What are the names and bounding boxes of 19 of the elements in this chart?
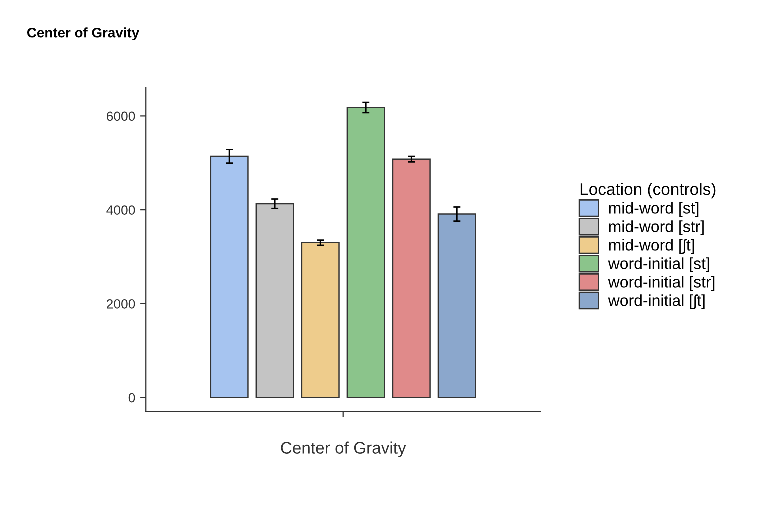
y-tick-label: 4000 (106, 206, 136, 215)
x-axis-title: Center of Gravity (281, 442, 406, 458)
y-tick-label: 6000 (107, 112, 136, 122)
chart-title: Center of Gravity (27, 28, 140, 41)
bar (392, 158, 431, 398)
legend-label: mid-word [st] (609, 202, 699, 218)
bar (256, 203, 294, 398)
legend-title: Location (controls) (580, 183, 716, 199)
bar (301, 242, 340, 398)
bar (210, 156, 249, 398)
legend-label: word-initial [str] (608, 276, 715, 292)
legend-label: word-initial [st] (608, 258, 710, 273)
y-tick-label: 2000 (107, 299, 136, 309)
legend-label: word-initial [ʃt] (608, 294, 705, 310)
bar (346, 107, 386, 398)
bar (438, 214, 476, 398)
legend-label: mid-word [ʃt] (609, 239, 694, 254)
legend-label: mid-word [str] (609, 220, 704, 236)
y-tick-label: 0 (128, 393, 136, 403)
